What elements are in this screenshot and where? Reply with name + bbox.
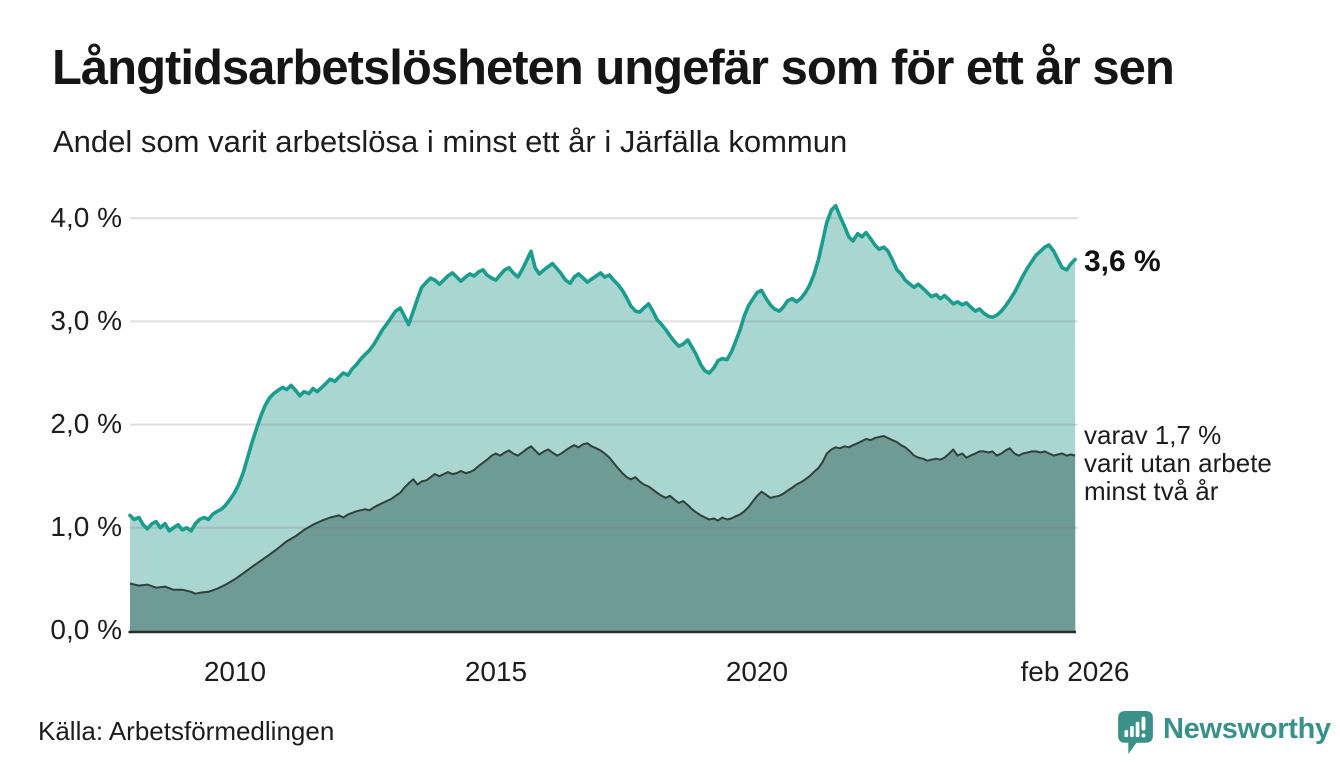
series-line-two-years [129,435,1076,595]
page-title: Långtidsarbetslösheten ungefär som för e… [52,41,1175,95]
y-axis-tick-label: 4,0 % [50,202,122,233]
secondary-annotation-line: varav 1,7 % [1084,420,1222,450]
x-axis-tick-label: 2015 [464,656,528,687]
y-axis-tick-label: 2,0 % [50,408,122,439]
page-subtitle: Andel som varit arbetslösa i minst ett å… [53,124,848,159]
y-axis-tick-label: 0,0 % [50,614,122,645]
series-line-one-year [128,204,1077,533]
series-area-two-years [130,436,1076,631]
source-text: Källa: Arbetsförmedlingen [38,716,335,746]
x-axis-tick-label: feb 2026 [1020,656,1130,687]
latest-value-label: 3,6 % [1084,245,1161,278]
newsworthy-logo-icon [1118,711,1153,754]
y-axis-tick-label: 3,0 % [50,305,122,336]
secondary-annotation-line: varit utan arbete [1084,448,1272,478]
newsworthy-wordmark: Newsworthy [1163,713,1331,745]
secondary-annotation: varav 1,7 % varit utan arbete minst två … [1084,421,1272,505]
y-axis-tick-label: 1,0 % [50,511,122,542]
x-axis-tick-label: 2020 [725,656,789,687]
x-axis-tick-label: 2010 [203,656,267,687]
secondary-annotation-line: minst två år [1084,476,1219,506]
newsworthy-logo: Newsworthy [1117,710,1331,755]
